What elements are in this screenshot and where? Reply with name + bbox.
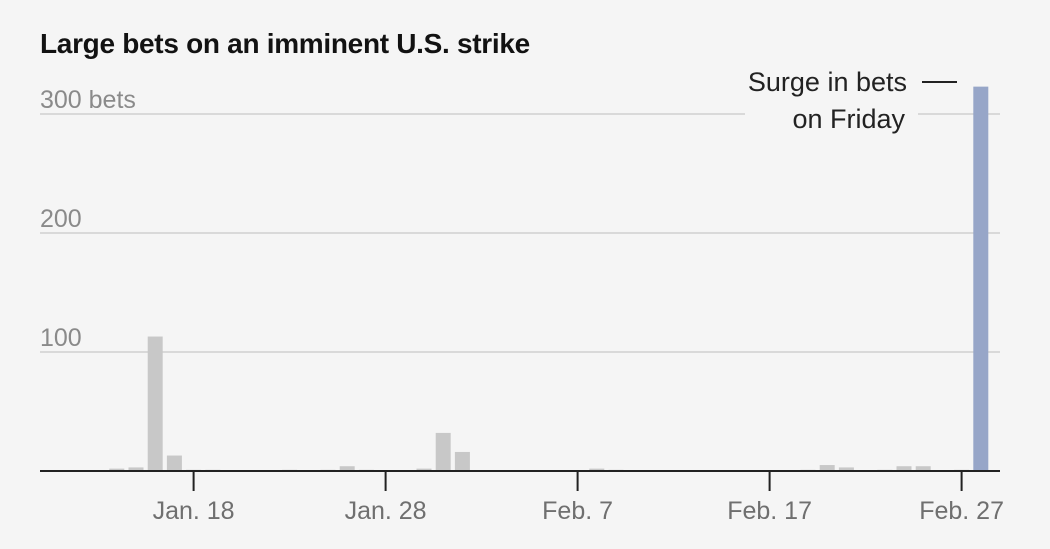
x-axis: Jan. 18 Jan. 28 Feb. 7 Feb. 17 Feb. 27 [40, 470, 1004, 525]
x-tick-label: Feb. 17 [727, 497, 812, 525]
bar [109, 468, 125, 471]
bar [339, 466, 355, 471]
annotation-line1: Surge in bets [748, 67, 907, 97]
y-tick-label: 100 [40, 324, 82, 352]
bars [109, 86, 989, 471]
gridlines: 100 200 300 bets [40, 86, 1000, 353]
bar [838, 467, 854, 471]
bar [896, 466, 912, 471]
bar [128, 467, 144, 471]
bar [147, 336, 163, 471]
x-tick-label: Jan. 18 [153, 497, 235, 525]
bar [819, 465, 835, 471]
x-tick-label: Jan. 28 [345, 497, 427, 525]
annotation: Surge in bets on Friday [748, 67, 957, 134]
bar [454, 451, 470, 471]
x-tick-label: Feb. 27 [919, 497, 1004, 525]
y-tick-label: 200 [40, 205, 82, 233]
bar [915, 466, 931, 471]
chart-title: Large bets on an imminent U.S. strike [40, 28, 530, 59]
y-tick-label: 300 bets [40, 86, 136, 114]
x-tick-label: Feb. 7 [542, 497, 613, 525]
bar [589, 468, 605, 471]
bar [416, 468, 432, 471]
bar [435, 432, 451, 471]
bar [166, 455, 182, 471]
annotation-line2: on Friday [792, 104, 905, 134]
bar-highlight [973, 86, 989, 471]
